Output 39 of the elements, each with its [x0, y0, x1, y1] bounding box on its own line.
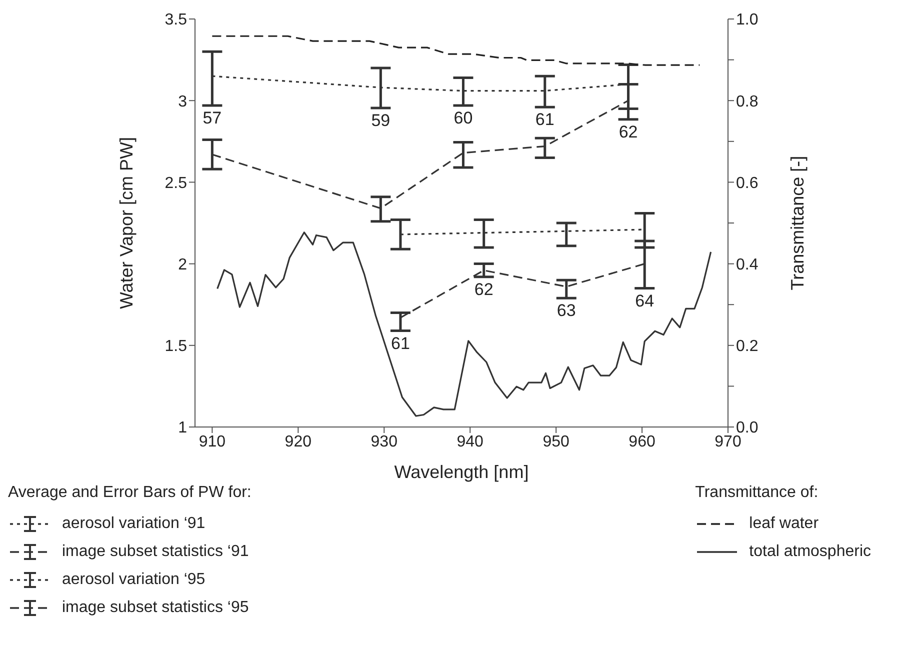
legend-title: Average and Error Bars of PW for: — [8, 484, 252, 502]
y-tick-label: 1.5 — [164, 338, 188, 356]
annotation: 57 — [202, 108, 222, 128]
x-tick-label: 910 — [198, 433, 226, 450]
y-tick-label: 2 — [178, 256, 188, 274]
x-tick-label: 930 — [370, 433, 398, 450]
x-tick-label: 940 — [456, 433, 484, 450]
annotation: 64 — [635, 291, 654, 310]
x-tick-label: 960 — [628, 433, 656, 450]
legend-label: total atmospheric — [749, 543, 871, 561]
y2-tick-label: 0.8 — [736, 93, 758, 110]
y2-tick-label: 0.6 — [736, 174, 758, 192]
x-tick-label: 950 — [542, 433, 570, 450]
y-axis-title: Water Vapor [cm PW] — [116, 136, 136, 310]
legend-label: aerosol variation ‘95 — [62, 571, 206, 589]
y2-axis-title: Transmittance [-] — [787, 156, 808, 290]
annotation: 60 — [454, 108, 473, 128]
y2-tick-label: 0.2 — [736, 338, 758, 356]
legend-label: aerosol variation ‘91 — [62, 515, 206, 533]
legend-label: image subset statistics ‘95 — [62, 599, 249, 617]
annotation: 59 — [371, 111, 390, 130]
line-series — [216, 232, 712, 417]
y-tick-label: 2.5 — [164, 174, 188, 192]
x-tick-label: 920 — [284, 433, 312, 450]
y-tick-label: 3.5 — [164, 12, 188, 29]
y2-tick-label: 1.0 — [736, 12, 758, 29]
annotation: 61 — [535, 110, 554, 130]
x-axis-title: Wavelength [nm] — [394, 462, 529, 482]
y2-tick-label: 0.4 — [736, 256, 758, 274]
y-tick-label: 1 — [178, 420, 188, 437]
y-tick-label: 3 — [178, 93, 188, 110]
text: Transmittance of: — [695, 484, 820, 502]
annotation: 62 — [618, 122, 638, 142]
legend-label: leaf water — [749, 515, 819, 533]
annotation: 62 — [474, 280, 494, 299]
annotation: 63 — [556, 301, 576, 320]
annotation: 61 — [391, 334, 410, 353]
line-series — [211, 35, 700, 66]
legend-label: image subset statistics ‘91 — [62, 543, 249, 561]
